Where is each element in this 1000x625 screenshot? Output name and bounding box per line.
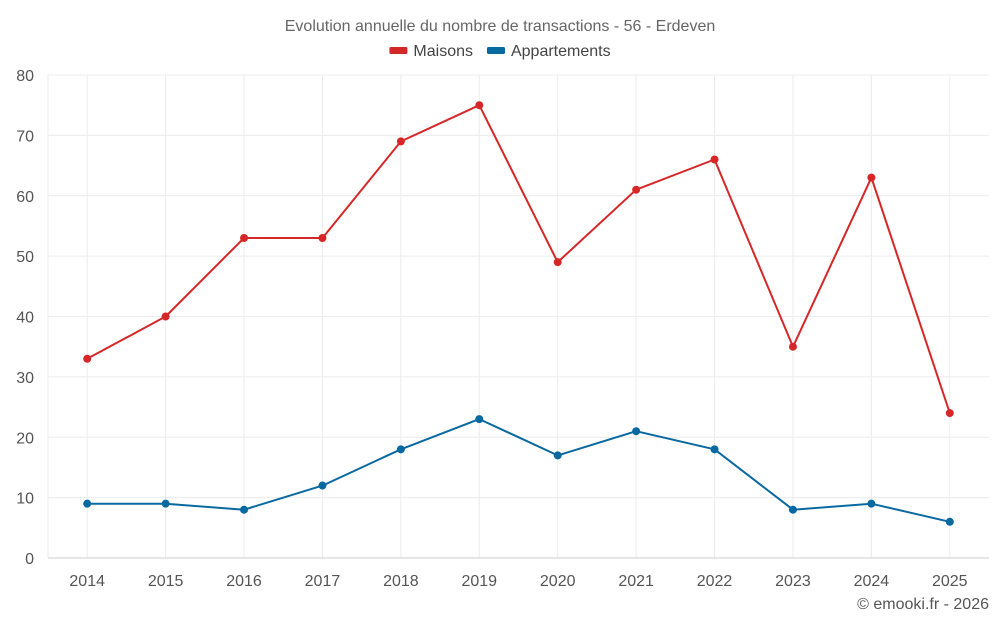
legend-item-maisons: Maisons xyxy=(389,43,473,60)
y-tick-label: 50 xyxy=(16,249,34,266)
legend-label: Appartements xyxy=(511,43,611,60)
legend: Maisons Appartements xyxy=(389,43,611,60)
series-line-appartements xyxy=(87,418,951,523)
legend-label: Maisons xyxy=(413,43,473,60)
legend-item-appartements: Appartements xyxy=(486,43,611,60)
data-point xyxy=(553,258,562,267)
x-tick-label: 2019 xyxy=(461,573,497,590)
series-group xyxy=(83,101,954,526)
legend-swatch xyxy=(486,47,505,54)
x-tick-label: 2024 xyxy=(854,573,890,590)
y-tick-label: 20 xyxy=(16,430,34,447)
x-tick-label: 2015 xyxy=(148,573,184,590)
credit-text: © emooki.fr - 2026 xyxy=(857,596,989,613)
y-tick-label: 30 xyxy=(16,370,34,387)
data-point xyxy=(945,409,954,418)
data-point xyxy=(475,415,484,424)
x-tick-label: 2016 xyxy=(226,573,262,590)
grid xyxy=(47,74,989,558)
data-point xyxy=(396,137,405,146)
y-tick-label: 70 xyxy=(16,128,34,145)
data-point xyxy=(318,481,327,490)
data-point xyxy=(945,517,954,526)
data-point xyxy=(710,155,719,164)
data-point xyxy=(867,499,876,508)
data-point xyxy=(788,342,797,351)
data-point xyxy=(632,427,641,436)
x-tick-label: 2025 xyxy=(932,573,968,590)
series-maisons xyxy=(83,101,954,418)
data-point xyxy=(318,234,327,243)
data-point xyxy=(83,354,92,363)
x-axis: 2014 2015 2016 2017 2018 2019 2020 2021 2022 2023… xyxy=(48,557,989,590)
y-tick-label: 60 xyxy=(16,189,34,206)
series-line-maisons xyxy=(86,104,951,414)
x-tick-label: 2020 xyxy=(540,573,576,590)
data-point xyxy=(788,505,797,514)
data-point xyxy=(83,499,92,508)
data-point xyxy=(475,101,484,110)
data-point xyxy=(240,505,249,514)
y-tick-label: 80 xyxy=(16,68,34,85)
data-point xyxy=(632,185,641,194)
data-point xyxy=(710,445,719,454)
y-tick-label: 0 xyxy=(25,551,34,568)
data-point xyxy=(161,499,170,508)
x-tick-label: 2022 xyxy=(697,573,733,590)
x-tick-label: 2014 xyxy=(69,573,105,590)
x-tick-label: 2017 xyxy=(305,573,341,590)
y-tick-label: 40 xyxy=(16,310,34,327)
x-tick-label: 2018 xyxy=(383,573,419,590)
data-point xyxy=(240,234,249,243)
chart-title: Evolution annuelle du nombre de transact… xyxy=(285,18,715,35)
y-axis: 0 10 20 30 40 50 60 70 80 xyxy=(16,68,34,568)
x-tick-label: 2021 xyxy=(618,573,654,590)
series-appartements xyxy=(83,415,954,526)
y-tick-label: 10 xyxy=(16,491,34,508)
data-point xyxy=(867,173,876,182)
data-point xyxy=(396,445,405,454)
data-point xyxy=(553,451,562,460)
x-tick-label: 2023 xyxy=(775,573,811,590)
legend-swatch xyxy=(389,47,408,54)
data-point xyxy=(161,312,170,321)
